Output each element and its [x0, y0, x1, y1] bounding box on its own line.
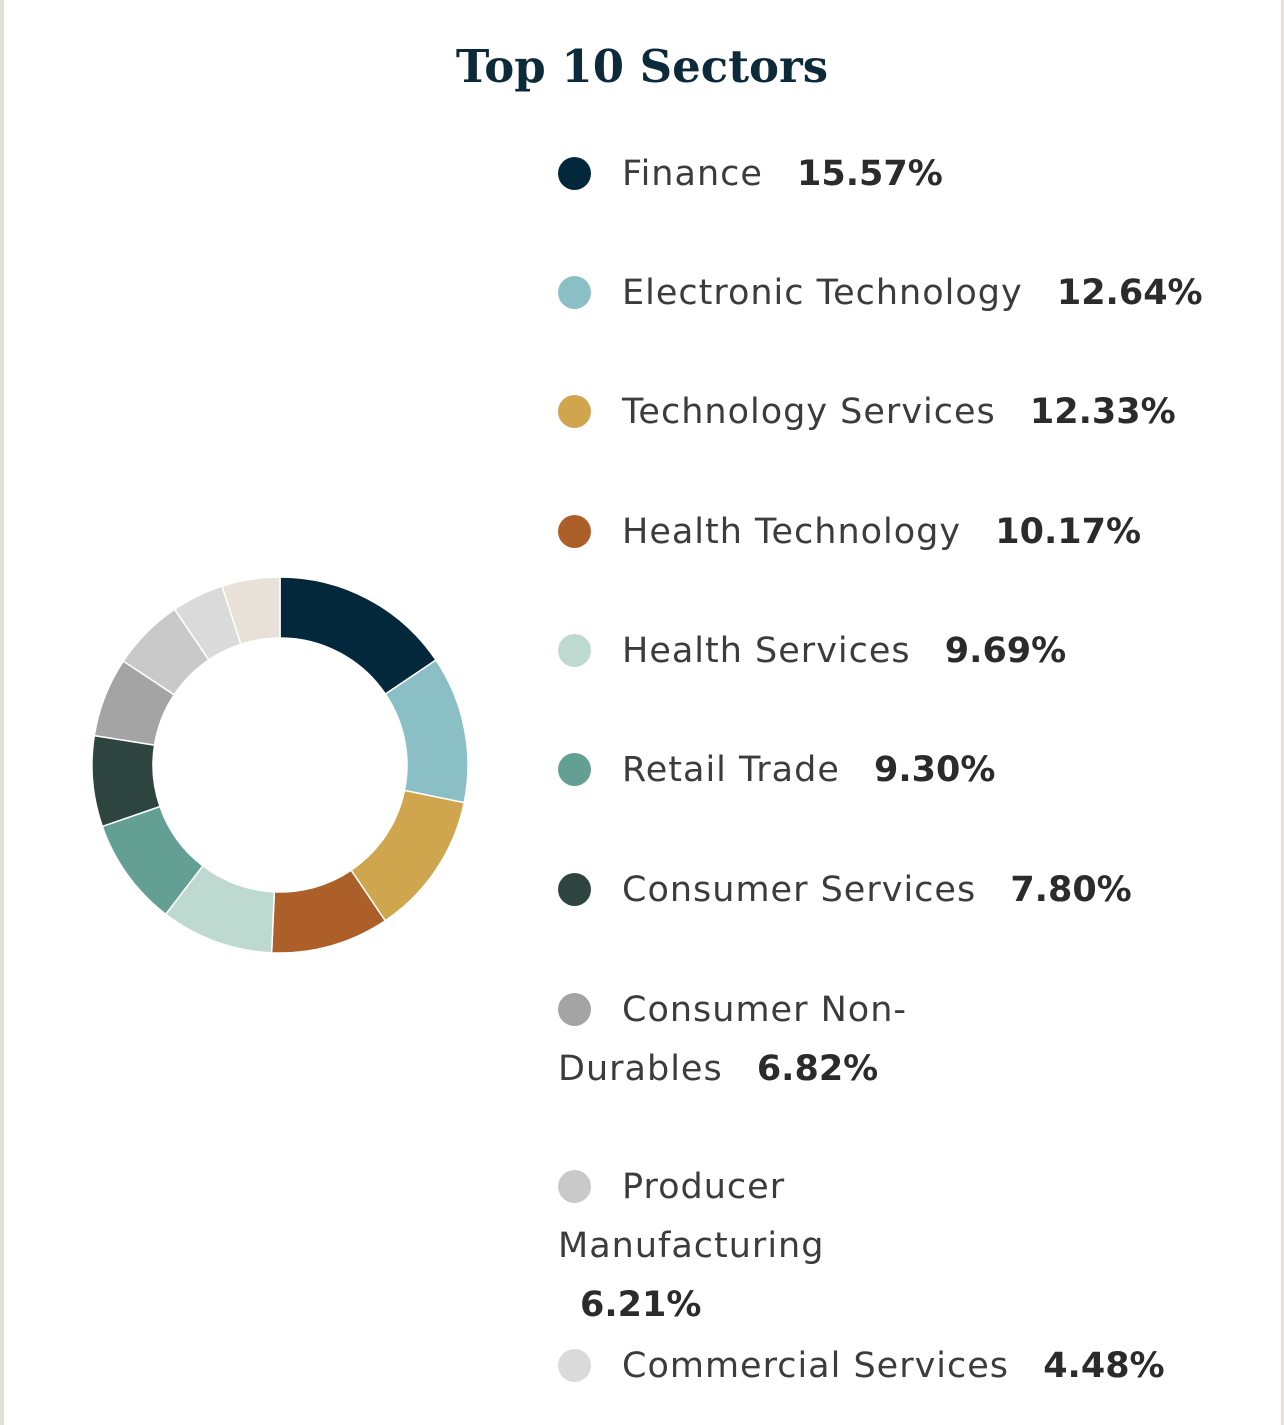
- legend-text: Electronic Technology 12.64%: [558, 264, 1258, 323]
- legend-item: Producer Manufacturing 6.21%: [558, 1158, 1258, 1335]
- donut-slice-remainder: [221, 576, 281, 646]
- legend-label: Consumer Non-Durables: [558, 990, 908, 1089]
- legend-value: 9.69%: [944, 631, 1067, 671]
- legend-item: Electronic Technology 12.64%: [558, 264, 1258, 323]
- legend-swatch: [558, 1170, 591, 1203]
- legend-swatch: [558, 634, 591, 667]
- legend-value: 7.80%: [1010, 870, 1132, 910]
- chart-title: Top 10 Sectors: [455, 40, 829, 93]
- legend-item: Commercial Services 4.48%: [558, 1337, 1258, 1396]
- legend-swatch: [558, 515, 591, 548]
- legend-label: Finance: [622, 154, 763, 194]
- legend-text: Health Technology 10.17%: [558, 503, 1258, 562]
- legend-swatch: [558, 993, 591, 1026]
- legend-value: 4.48%: [1043, 1346, 1165, 1386]
- legend-item: Retail Trade 9.30%: [558, 741, 1258, 800]
- legend-text: Technology Services 12.33%: [558, 383, 1258, 442]
- legend-label: Health Technology: [622, 512, 962, 552]
- legend-swatch: [558, 1349, 591, 1382]
- legend-swatch: [558, 753, 591, 786]
- legend-value: 9.30%: [874, 750, 996, 790]
- legend-label: Consumer Services: [622, 870, 977, 910]
- legend-text: Consumer Non-Durables 6.82%: [558, 981, 958, 1099]
- legend-swatch: [558, 873, 591, 906]
- legend-value: 6.21%: [580, 1285, 702, 1325]
- legend-text: Health Services 9.69%: [558, 622, 1258, 681]
- legend-swatch: [558, 395, 591, 428]
- donut-chart: [91, 576, 469, 954]
- legend-value: 15.57%: [797, 154, 943, 194]
- legend-label: Retail Trade: [622, 750, 840, 790]
- legend-value: 12.33%: [1029, 392, 1176, 432]
- legend-item: Consumer Services 7.80%: [558, 861, 1258, 920]
- legend-item: Health Technology 10.17%: [558, 503, 1258, 562]
- legend-swatch: [558, 276, 591, 309]
- legend-swatch: [558, 157, 591, 190]
- legend-label: Electronic Technology: [622, 273, 1023, 313]
- legend-item: Health Services 9.69%: [558, 622, 1258, 681]
- legend-value: 12.64%: [1056, 273, 1203, 313]
- legend-text: Commercial Services 4.48%: [558, 1337, 1258, 1396]
- legend-value: 6.82%: [756, 1049, 879, 1089]
- legend-label: Producer Manufacturing: [558, 1167, 825, 1266]
- page-edge-right: [1281, 0, 1284, 1425]
- page-edge-left: [0, 0, 4, 1425]
- legend-item: Technology Services 12.33%: [558, 383, 1258, 442]
- legend-item: Consumer Non-Durables 6.82%: [558, 981, 1258, 1099]
- legend-text: Finance 15.57%: [558, 145, 1258, 204]
- legend-text: Retail Trade 9.30%: [558, 741, 1258, 800]
- legend-text: Consumer Services 7.80%: [558, 861, 1258, 920]
- legend-value: 10.17%: [995, 512, 1142, 552]
- legend-label: Technology Services: [622, 392, 996, 432]
- legend-item: Finance 15.57%: [558, 145, 1258, 204]
- legend-text: Producer Manufacturing 6.21%: [558, 1158, 958, 1335]
- legend-label: Commercial Services: [622, 1346, 1010, 1386]
- legend-label: Health Services: [622, 631, 911, 671]
